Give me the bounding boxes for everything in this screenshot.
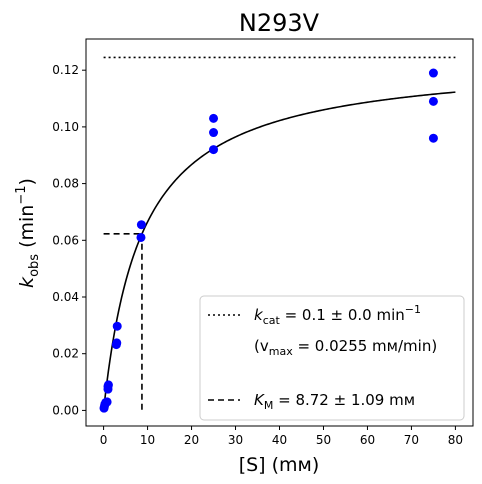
x-tick-label: 20 [184, 433, 199, 447]
y-tick-label: 0.06 [52, 233, 79, 247]
x-tick-label: 10 [140, 433, 155, 447]
x-tick-label: 80 [448, 433, 463, 447]
legend-box [199, 295, 465, 421]
x-tick-label: 30 [228, 433, 243, 447]
data-point [136, 232, 146, 242]
legend-vmax-entry: (vmax = 0.0255 mм/min) [254, 337, 437, 358]
data-point [209, 145, 219, 155]
data-point [209, 113, 219, 123]
data-point [112, 338, 122, 348]
y-tick-label: 0.00 [52, 403, 79, 417]
data-point [428, 96, 438, 106]
legend-km-entry: KM = 8.72 ± 1.09 mм [254, 391, 415, 412]
data-point [136, 220, 146, 230]
data-point [428, 68, 438, 78]
x-tick-label: 70 [404, 433, 419, 447]
data-point [428, 133, 438, 143]
y-ticks: 0.00 0.02 0.04 0.06 0.08 0.10 0.12 [52, 63, 86, 417]
x-tick-label: 0 [100, 433, 108, 447]
y-tick-label: 0.12 [52, 63, 79, 77]
y-axis-label: kobs (min−1) [14, 178, 42, 288]
x-tick-label: 60 [360, 433, 375, 447]
y-tick-label: 0.02 [52, 347, 79, 361]
x-axis-label: [S] (mм) [239, 454, 320, 476]
michaelis-menten-fit-curve [103, 91, 456, 407]
legend-kcat-entry: kcat = 0.1 ± 0.0 min−1 [254, 303, 421, 327]
data-point [102, 397, 112, 407]
x-tick-label: 50 [316, 433, 331, 447]
data-points [99, 68, 438, 413]
legend: kcat = 0.1 ± 0.0 min−1 (vmax = 0.0255 mм… [199, 295, 465, 421]
y-tick-label: 0.08 [52, 177, 79, 191]
data-point [209, 128, 219, 138]
y-tick-label: 0.10 [52, 120, 79, 134]
plot-frame [85, 38, 474, 427]
chart-title: N293V [239, 9, 320, 37]
y-tick-label: 0.04 [52, 290, 79, 304]
data-point [103, 380, 113, 390]
x-tick-label: 40 [272, 433, 287, 447]
data-point [112, 321, 122, 331]
x-ticks: 0 10 20 30 40 50 60 70 80 [100, 426, 463, 447]
